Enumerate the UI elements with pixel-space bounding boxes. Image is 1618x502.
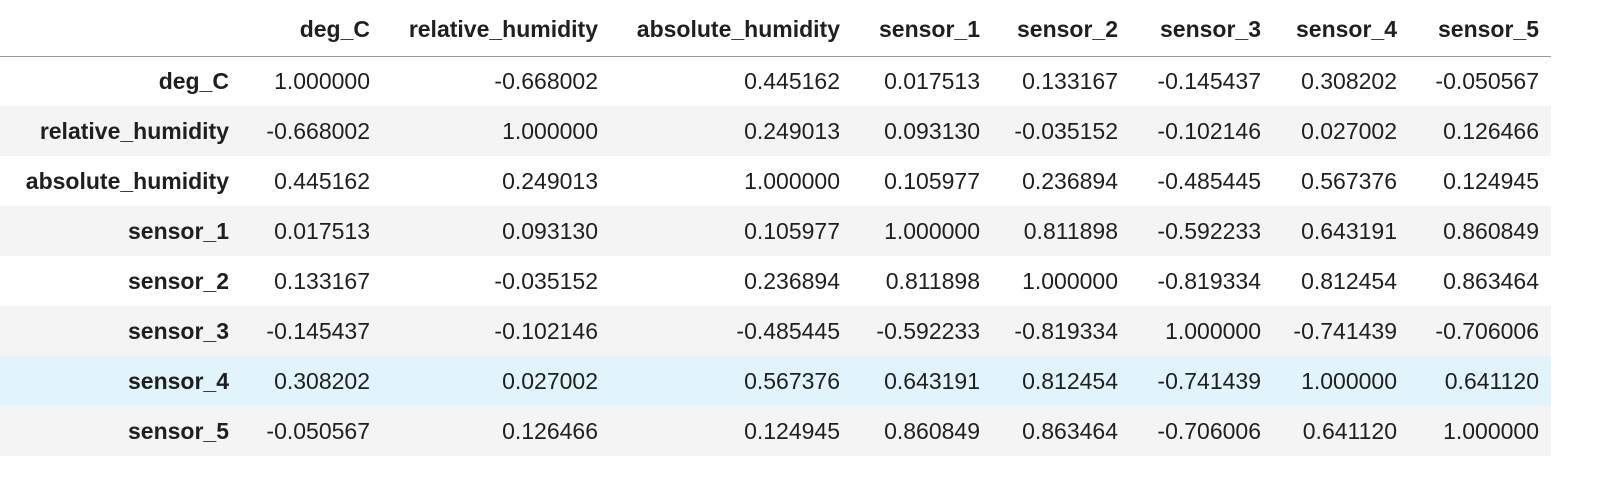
table-cell: 0.812454 bbox=[1022, 367, 1118, 394]
column-header: sensor_2 bbox=[992, 3, 1130, 57]
table-row: deg_C 1.000000 -0.668002 0.445162 0.0175… bbox=[0, 56, 1551, 106]
table-cell: 0.093130 bbox=[502, 217, 598, 244]
row-index: deg_C bbox=[158, 67, 229, 94]
table-cell: 0.860849 bbox=[884, 417, 980, 444]
table-cell: -0.668002 bbox=[266, 117, 370, 144]
table-cell: 0.126466 bbox=[502, 417, 598, 444]
table-cell: -0.035152 bbox=[1014, 117, 1118, 144]
table-cell: 0.567376 bbox=[744, 367, 840, 394]
table-cell: -0.485445 bbox=[736, 317, 840, 344]
row-index: sensor_2 bbox=[127, 267, 229, 294]
table-cell: 1.000000 bbox=[884, 217, 980, 244]
column-header: deg_C bbox=[241, 3, 382, 57]
row-index: sensor_5 bbox=[127, 417, 229, 444]
table-cell: 0.308202 bbox=[274, 367, 370, 394]
table-body: deg_C 1.000000 -0.668002 0.445162 0.0175… bbox=[0, 56, 1551, 456]
header-row: deg_C relative_humidity absolute_humidit… bbox=[0, 3, 1551, 57]
table-cell: -0.102146 bbox=[1157, 117, 1261, 144]
table-cell: 0.863464 bbox=[1022, 417, 1118, 444]
table-row: sensor_1 0.017513 0.093130 0.105977 1.00… bbox=[0, 206, 1551, 256]
row-index: sensor_3 bbox=[127, 317, 229, 344]
table-cell: -0.050567 bbox=[266, 417, 370, 444]
column-header: sensor_5 bbox=[1409, 3, 1551, 57]
table-cell: -0.145437 bbox=[1157, 67, 1261, 94]
table-cell: 0.017513 bbox=[884, 67, 980, 94]
table-cell: 0.643191 bbox=[884, 367, 980, 394]
table-cell: -0.819334 bbox=[1157, 267, 1261, 294]
table-cell: 0.641120 bbox=[1444, 367, 1539, 394]
table-cell: 0.017513 bbox=[274, 217, 370, 244]
table-cell: -0.819334 bbox=[1014, 317, 1118, 344]
table-cell: 0.027002 bbox=[1301, 117, 1397, 144]
table-cell: 0.445162 bbox=[744, 67, 840, 94]
row-index: relative_humidity bbox=[39, 117, 229, 144]
table-cell: 0.236894 bbox=[1022, 167, 1118, 194]
table-cell: -0.706006 bbox=[1435, 317, 1539, 344]
table-cell: 0.445162 bbox=[274, 167, 370, 194]
row-index: absolute_humidity bbox=[25, 167, 229, 194]
row-index: sensor_1 bbox=[127, 217, 229, 244]
table-cell: -0.035152 bbox=[494, 267, 598, 294]
column-header: sensor_4 bbox=[1273, 3, 1409, 57]
correlation-table: deg_C relative_humidity absolute_humidit… bbox=[0, 3, 1551, 456]
column-header: relative_humidity bbox=[382, 3, 610, 57]
table-cell: 0.863464 bbox=[1443, 267, 1539, 294]
table-cell: 0.093130 bbox=[884, 117, 980, 144]
table-cell: 0.812454 bbox=[1301, 267, 1397, 294]
table-cell: 0.027002 bbox=[502, 367, 598, 394]
table-row-hovered: sensor_4 0.308202 0.027002 0.567376 0.64… bbox=[0, 356, 1551, 406]
table-cell: -0.706006 bbox=[1157, 417, 1261, 444]
table-cell: 0.811898 bbox=[885, 267, 980, 294]
column-header: absolute_humidity bbox=[610, 3, 852, 57]
table-cell: 0.643191 bbox=[1301, 217, 1397, 244]
table-cell: -0.145437 bbox=[266, 317, 370, 344]
table-cell: 1.000000 bbox=[274, 67, 370, 94]
corner-cell bbox=[0, 3, 241, 57]
table-cell: -0.050567 bbox=[1435, 67, 1539, 94]
table-cell: 1.000000 bbox=[744, 167, 840, 194]
table-cell: 0.105977 bbox=[884, 167, 980, 194]
table-cell: -0.668002 bbox=[494, 67, 598, 94]
table-cell: 1.000000 bbox=[502, 117, 598, 144]
table-row: absolute_humidity 0.445162 0.249013 1.00… bbox=[0, 156, 1551, 206]
table-cell: -0.102146 bbox=[494, 317, 598, 344]
table-cell: 0.124945 bbox=[1443, 167, 1539, 194]
table-cell: 0.641120 bbox=[1302, 417, 1397, 444]
table-cell: 0.133167 bbox=[1022, 67, 1118, 94]
column-header: sensor_3 bbox=[1130, 3, 1273, 57]
table-cell: -0.592233 bbox=[1157, 217, 1261, 244]
table-cell: 1.000000 bbox=[1022, 267, 1118, 294]
table-row: sensor_2 0.133167 -0.035152 0.236894 0.8… bbox=[0, 256, 1551, 306]
table-row: relative_humidity -0.668002 1.000000 0.2… bbox=[0, 106, 1551, 156]
table-header: deg_C relative_humidity absolute_humidit… bbox=[0, 3, 1551, 57]
table-cell: -0.592233 bbox=[876, 317, 980, 344]
table-cell: 0.567376 bbox=[1301, 167, 1397, 194]
table-cell: 0.860849 bbox=[1443, 217, 1539, 244]
table-row: sensor_3 -0.145437 -0.102146 -0.485445 -… bbox=[0, 306, 1551, 356]
table-cell: 0.249013 bbox=[744, 117, 840, 144]
table-cell: 0.133167 bbox=[274, 267, 370, 294]
table-cell: 0.249013 bbox=[502, 167, 598, 194]
table-cell: 0.811898 bbox=[1023, 217, 1118, 244]
table-cell: 1.000000 bbox=[1301, 367, 1397, 394]
table-cell: 0.308202 bbox=[1301, 67, 1397, 94]
column-header: sensor_1 bbox=[852, 3, 992, 57]
table-cell: 0.105977 bbox=[744, 217, 840, 244]
table-cell: -0.485445 bbox=[1157, 167, 1261, 194]
table-cell: -0.741439 bbox=[1293, 317, 1397, 344]
table-row: sensor_5 -0.050567 0.126466 0.124945 0.8… bbox=[0, 406, 1551, 456]
table-cell: 0.236894 bbox=[744, 267, 840, 294]
table-cell: 0.126466 bbox=[1443, 117, 1539, 144]
row-index: sensor_4 bbox=[127, 367, 229, 394]
table-cell: 0.124945 bbox=[744, 417, 840, 444]
table-cell: 1.000000 bbox=[1443, 417, 1539, 444]
table-cell: -0.741439 bbox=[1157, 367, 1261, 394]
table-cell: 1.000000 bbox=[1165, 317, 1261, 344]
